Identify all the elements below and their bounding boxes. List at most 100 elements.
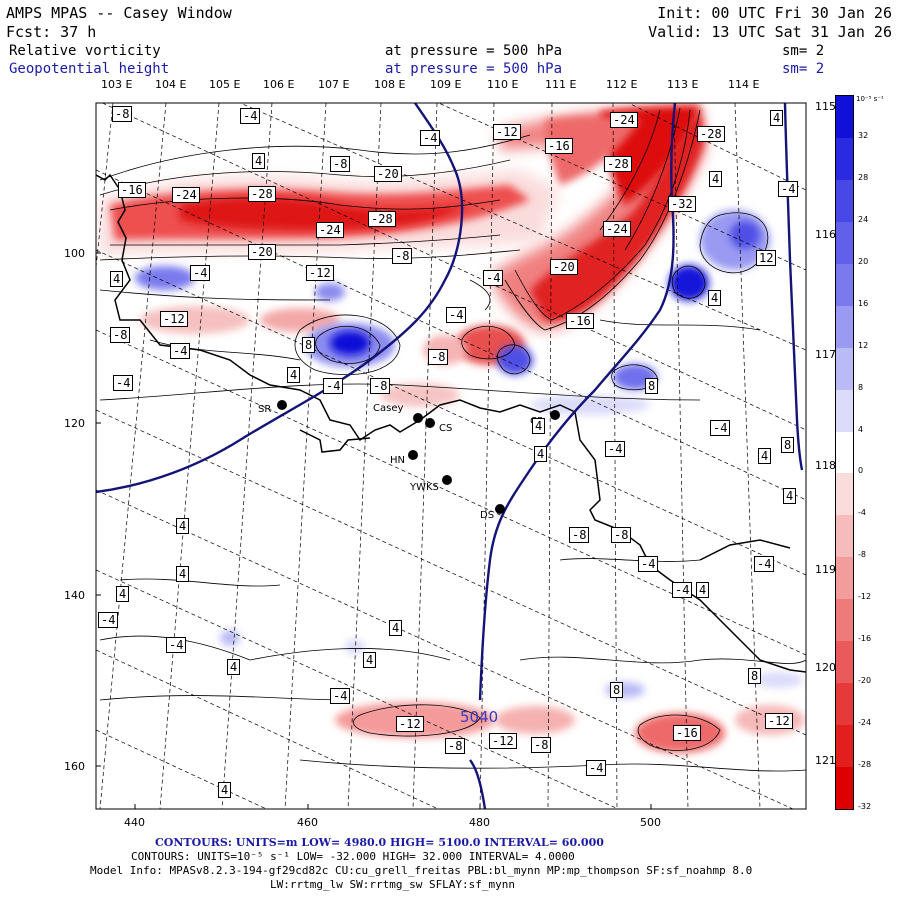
contour-label: -8 bbox=[110, 327, 131, 343]
contour-label: -8 bbox=[370, 378, 391, 394]
colorbar-label: -24 bbox=[858, 718, 872, 728]
contour-label: 4 bbox=[532, 418, 546, 434]
contour-label: -4 bbox=[483, 270, 504, 286]
field2-level: at pressure = 500 hPa bbox=[385, 61, 563, 77]
coastline-island bbox=[299, 429, 371, 453]
station-markers bbox=[277, 400, 560, 514]
contour-label: -16 bbox=[673, 725, 701, 741]
contour-label: 4 bbox=[758, 448, 772, 464]
contour-label: -24 bbox=[610, 112, 638, 128]
contour-label: -8 bbox=[445, 738, 466, 754]
footer-height-contours: CONTOURS: UNITS=m LOW= 4980.0 HIGH= 5100… bbox=[155, 836, 604, 849]
station-label-sr: SR bbox=[258, 404, 272, 415]
contour-label: -28 bbox=[368, 211, 396, 227]
contour-label: -32 bbox=[668, 196, 696, 212]
contour-label: -4 bbox=[446, 307, 467, 323]
contour-label: -12 bbox=[396, 716, 424, 732]
contour-label: -4 bbox=[166, 637, 187, 653]
contour-label: -4 bbox=[420, 130, 441, 146]
colorbar-swatch bbox=[836, 599, 853, 642]
colorbar-swatch bbox=[836, 515, 853, 558]
field1-smoothing: sm= 2 bbox=[782, 43, 825, 59]
colorbar-swatch bbox=[836, 221, 853, 265]
lon-label: 104 E bbox=[155, 78, 187, 91]
contour-label: -4 bbox=[586, 760, 607, 776]
init-time: Init: 00 UTC Fri 30 Jan 26 bbox=[657, 4, 892, 22]
contour-label: 4 bbox=[252, 153, 266, 169]
contour-label: -8 bbox=[611, 527, 632, 543]
colorbar-label: 24 bbox=[858, 214, 869, 224]
contour-label: -12 bbox=[493, 124, 521, 140]
colorbar-swatch bbox=[836, 683, 853, 726]
y-tick-label: 120 bbox=[64, 417, 85, 430]
colorbar-swatch bbox=[836, 347, 853, 391]
field2-name: Geopotential height bbox=[9, 61, 170, 77]
graticule bbox=[96, 103, 806, 809]
footer-vorticity-contours: CONTOURS: UNITS=10⁻⁵ s⁻¹ LOW= -32.000 HI… bbox=[131, 850, 575, 863]
colorbar-label: -32 bbox=[858, 802, 872, 811]
contour-label: 8 bbox=[302, 337, 316, 353]
contour-label: 8 bbox=[610, 682, 624, 698]
contour-label: -4 bbox=[170, 343, 191, 359]
contour-label: -4 bbox=[240, 108, 261, 124]
colorbar-swatch bbox=[836, 557, 853, 600]
station-label-cs: CS bbox=[439, 423, 453, 434]
station-label-hn: HN bbox=[390, 455, 405, 466]
contour-label: -4 bbox=[605, 441, 626, 457]
contour-label: -28 bbox=[248, 186, 276, 202]
contour-label: -8 bbox=[330, 156, 351, 172]
contour-label: -28 bbox=[604, 156, 632, 172]
field1-level: at pressure = 500 hPa bbox=[385, 43, 563, 59]
colorbar-label: 32 bbox=[858, 130, 869, 140]
colorbar bbox=[835, 95, 854, 810]
contour-label: 4 bbox=[783, 488, 797, 504]
colorbar-swatch bbox=[836, 179, 853, 223]
colorbar-label: 0 bbox=[858, 466, 864, 476]
lon-label: 111 E bbox=[545, 78, 577, 91]
plot-title: AMPS MPAS -- Casey Window bbox=[6, 4, 232, 22]
contour-label: -28 bbox=[697, 126, 725, 142]
colorbar-label: -20 bbox=[858, 676, 872, 686]
contour-label: -12 bbox=[765, 713, 793, 729]
contour-label: 12 bbox=[756, 250, 777, 266]
lon-label: 109 E bbox=[430, 78, 462, 91]
contour-label: -4 bbox=[778, 181, 799, 197]
contour-label: -20 bbox=[248, 244, 276, 260]
footer-model-info: Model Info: MPASv8.2.3-194-gf29cd82c CU:… bbox=[90, 864, 753, 877]
x-tick-label: 480 bbox=[469, 816, 490, 829]
colorbar-label: -28 bbox=[858, 760, 872, 770]
contour-label: 4 bbox=[116, 586, 130, 602]
y-tick-label: 160 bbox=[64, 760, 85, 773]
colorbar-label: -8 bbox=[858, 550, 866, 560]
y-tick-label: 140 bbox=[64, 589, 85, 602]
coastline-east bbox=[699, 539, 791, 561]
contour-label: 4 bbox=[218, 782, 232, 798]
colorbar-swatch bbox=[836, 767, 853, 810]
valid-time: Valid: 13 UTC Sat 31 Jan 26 bbox=[648, 23, 892, 41]
colorbar-swatch bbox=[836, 305, 853, 349]
contour-label: -16 bbox=[545, 138, 573, 154]
contour-label: 8 bbox=[748, 668, 762, 684]
y-tick-label: 100 bbox=[64, 247, 85, 260]
contour-label: -8 bbox=[112, 106, 133, 122]
colorbar-label: 28 bbox=[858, 172, 869, 182]
contour-label: 4 bbox=[287, 367, 301, 383]
station-label-ds: DS bbox=[480, 510, 495, 521]
contour-label: -20 bbox=[374, 166, 402, 182]
field1-name: Relative vorticity bbox=[9, 43, 161, 59]
colorbar-swatch bbox=[836, 641, 853, 684]
colorbar-swatch bbox=[836, 263, 853, 307]
footer-model-info-2: LW:rrtmg_lw SW:rrtmg_sw SFLAY:sf_mynn bbox=[270, 878, 516, 891]
lon-label: 114 E bbox=[728, 78, 760, 91]
contour-label: 4 bbox=[110, 271, 124, 287]
colorbar-label: 20 bbox=[858, 256, 869, 266]
map-frame bbox=[95, 102, 807, 810]
colorbar-label: 16 bbox=[858, 298, 869, 308]
contour-label: 8 bbox=[781, 437, 795, 453]
colorbar-label: 8 bbox=[858, 382, 864, 392]
contour-label: -16 bbox=[118, 182, 146, 198]
contour-label: -8 bbox=[569, 527, 590, 543]
lon-label: 107 E bbox=[318, 78, 350, 91]
coastline bbox=[96, 173, 806, 673]
